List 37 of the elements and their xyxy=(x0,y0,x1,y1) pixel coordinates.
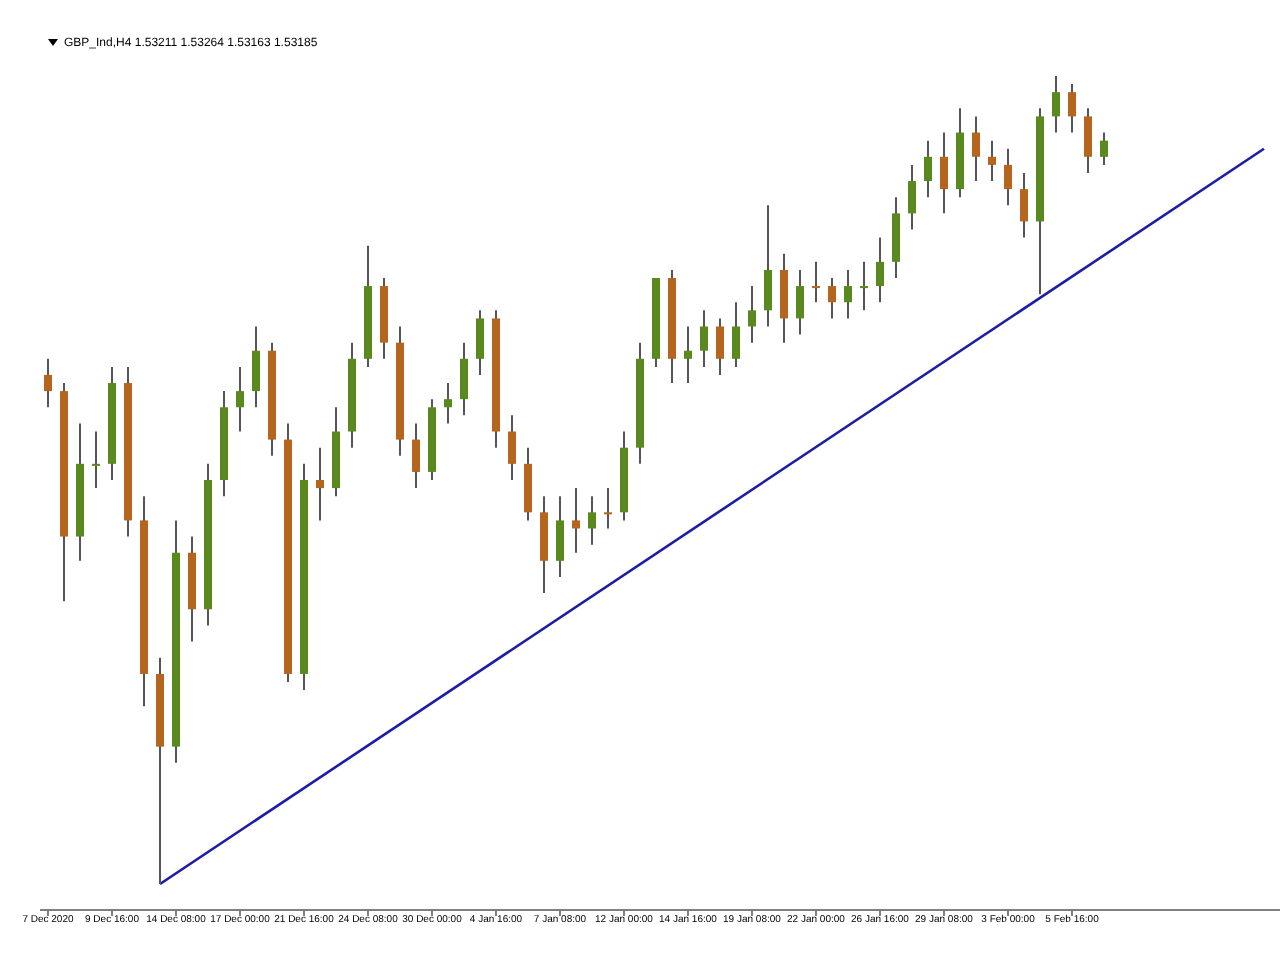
candlestick xyxy=(684,325,692,385)
candlestick xyxy=(972,115,980,183)
candlestick xyxy=(444,382,452,425)
candlestick xyxy=(604,487,612,530)
candlestick xyxy=(908,163,916,231)
candlestick xyxy=(748,285,756,344)
candlestick xyxy=(812,260,820,304)
candlestick xyxy=(988,139,996,183)
candlestick xyxy=(92,430,100,490)
candlestick xyxy=(588,495,596,546)
candlestick xyxy=(1068,83,1076,134)
candlestick xyxy=(876,236,884,304)
candlestick xyxy=(252,325,260,409)
candlestick xyxy=(860,260,868,312)
candlestick xyxy=(476,309,484,376)
candlestick xyxy=(764,204,772,328)
candlestick xyxy=(1084,107,1092,174)
candlestick xyxy=(1052,75,1060,134)
candlestick xyxy=(460,341,468,417)
candlestick xyxy=(412,422,420,490)
candlestick xyxy=(844,268,852,320)
candlestick xyxy=(316,446,324,522)
candlestick xyxy=(716,317,724,376)
candlestick xyxy=(828,277,836,320)
candlestick xyxy=(1020,171,1028,239)
candlestick xyxy=(44,357,52,409)
candlestick xyxy=(556,495,564,578)
candlestick xyxy=(1100,131,1108,166)
candlestick xyxy=(700,309,708,368)
candlestick xyxy=(572,487,580,554)
candlestick xyxy=(508,414,516,481)
candlestick xyxy=(236,365,244,433)
candlestick xyxy=(796,268,804,336)
candlestick xyxy=(924,139,932,199)
candlestick xyxy=(1004,147,1012,207)
candlestick xyxy=(940,131,948,215)
candlestick xyxy=(732,301,740,368)
